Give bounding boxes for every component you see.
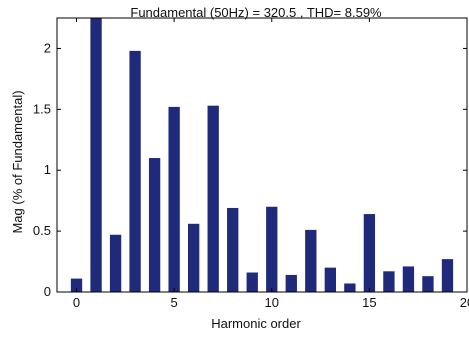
bar-harmonic-13: [324, 267, 336, 292]
x-axis-title: Harmonic order: [211, 316, 301, 331]
bar-harmonic-10: [266, 206, 278, 292]
bar-harmonic-11: [285, 274, 297, 292]
bar-harmonic-4: [148, 158, 161, 292]
bar-harmonic-17: [402, 266, 415, 292]
x-tick-label-15: 15: [362, 295, 376, 310]
x-tick-label-0: 0: [73, 295, 80, 310]
bar-harmonic-15: [363, 214, 376, 292]
x-tick-label-20: 20: [460, 295, 469, 310]
y-tick-label-0.5: 0.5: [33, 223, 51, 238]
bar-harmonic-19: [441, 259, 454, 292]
bar-harmonic-8: [227, 207, 239, 292]
bar-harmonic-2: [109, 234, 122, 292]
x-tick-label-10: 10: [265, 295, 279, 310]
y-tick-label-1.5: 1.5: [33, 101, 51, 116]
bar-harmonic-18: [422, 276, 434, 292]
bar-harmonic-7: [207, 105, 219, 293]
y-axis-title: Mag (% of Fundamental): [10, 90, 25, 233]
y-tick-label-2: 2: [44, 40, 51, 55]
chart-title: Fundamental (50Hz) = 320.5 , THD= 8.59%: [130, 5, 382, 20]
ticks-layer: 0 5 10 15 20 0 0.5 1 1.5 2: [33, 18, 469, 310]
bar-harmonic-1: [90, 18, 102, 292]
bar-harmonic-16: [383, 271, 395, 292]
bar-harmonic-3: [129, 50, 141, 292]
bar-harmonic-9: [246, 272, 258, 292]
bar-harmonic-14: [344, 283, 356, 292]
plot-frame: [56, 17, 468, 293]
bar-harmonic-0: [70, 278, 83, 292]
bar-harmonic-5: [168, 106, 180, 293]
bar-harmonic-6: [188, 223, 200, 292]
y-tick-label-0: 0: [44, 284, 51, 299]
x-tick-label-5: 5: [171, 295, 178, 310]
y-tick-label-1: 1: [44, 162, 51, 177]
bar-harmonic-12: [305, 229, 317, 292]
bars-layer: [70, 18, 454, 293]
